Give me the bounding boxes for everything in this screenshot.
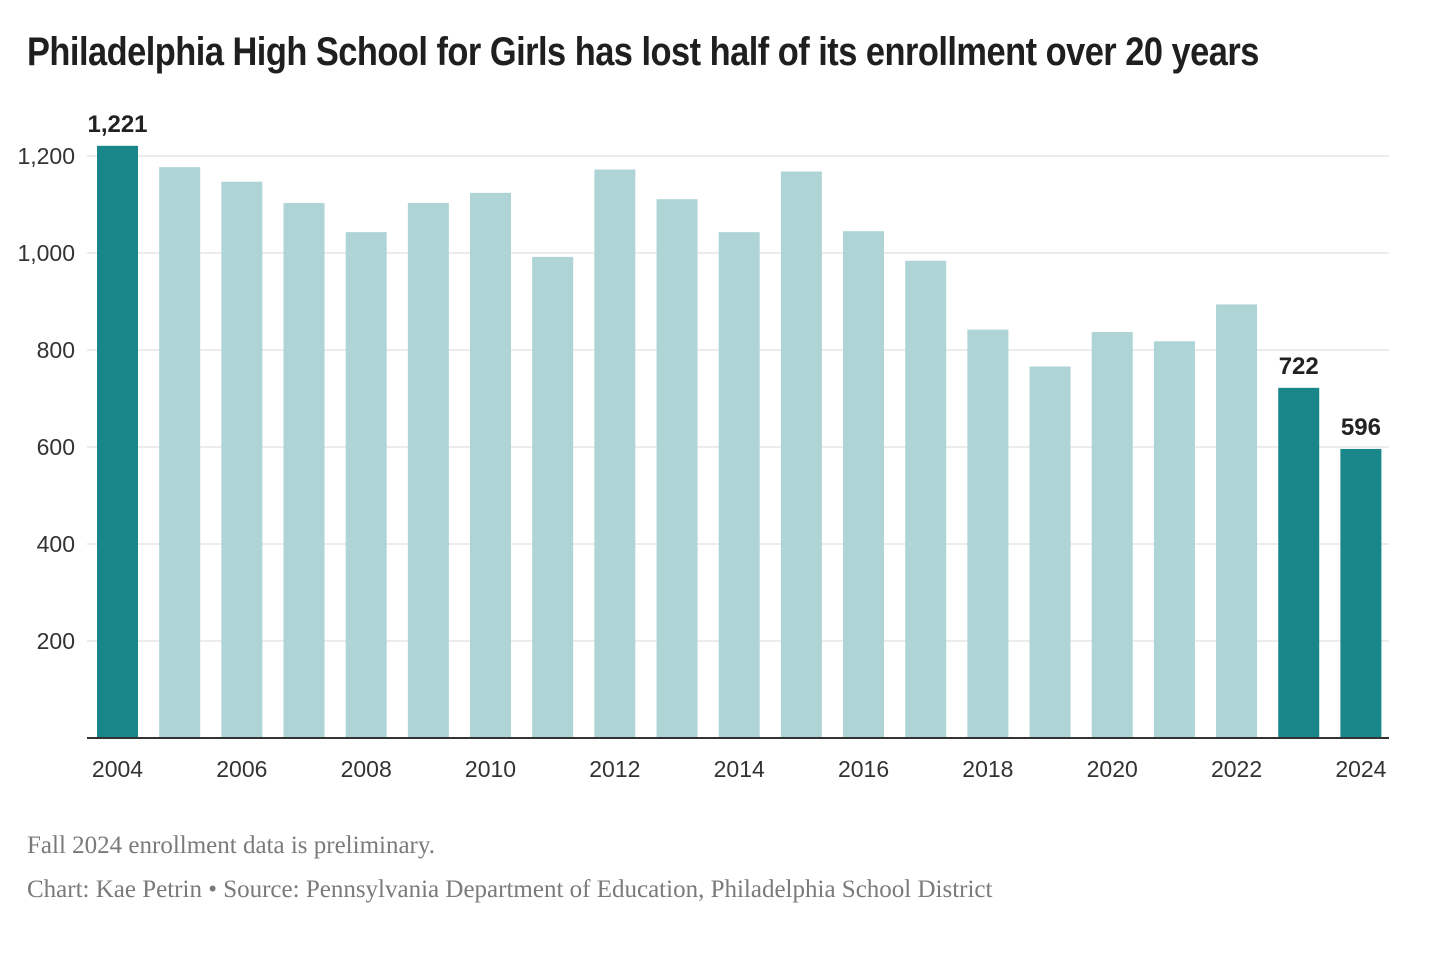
y-tick-label: 1,000 [17, 240, 75, 266]
x-tick-label: 2004 [92, 756, 143, 782]
bars [97, 145, 1382, 739]
bar-2020 [1091, 332, 1133, 738]
x-tick-label: 2020 [1087, 756, 1138, 782]
bar-2022 [1216, 304, 1258, 738]
y-tick-label: 1,200 [17, 143, 75, 169]
y-tick-label: 600 [37, 434, 75, 460]
data-label: 722 [1279, 353, 1319, 380]
y-tick-label: 800 [37, 337, 75, 363]
data-label: 1,221 [87, 111, 147, 138]
bar-2009 [407, 203, 449, 739]
x-tick-label: 2012 [589, 756, 640, 782]
bar-2015 [780, 171, 822, 738]
x-tick-label: 2006 [216, 756, 267, 782]
bar-2021 [1153, 341, 1195, 738]
bar-2024 [1340, 448, 1382, 738]
bar-2004 [97, 145, 138, 738]
x-tick-label: 2008 [341, 756, 392, 782]
bar-2019 [1029, 366, 1071, 738]
y-tick-label: 200 [37, 628, 75, 654]
x-tick-label: 2018 [962, 756, 1013, 782]
bar-2006 [221, 181, 263, 738]
data-label: 596 [1341, 414, 1381, 441]
bar-2017 [905, 260, 947, 738]
bar-2011 [532, 256, 574, 738]
bar-2007 [283, 203, 325, 739]
chart-title: Philadelphia High School for Girls has l… [27, 30, 1259, 74]
footnote-credit-source: Chart: Kae Petrin • Source: Pennsylvania… [27, 876, 993, 903]
y-axis-tick-labels: 200 400 600 800 1,000 1,200 [17, 143, 75, 654]
bar-2013 [656, 199, 698, 738]
bar-2014 [718, 232, 760, 738]
bar-2023 [1278, 387, 1320, 738]
bar-2018 [967, 329, 1009, 738]
bar-2012 [594, 169, 636, 738]
x-tick-label: 2016 [838, 756, 889, 782]
x-axis-tick-labels: 2004 2006 2008 2010 2012 2014 2016 2018 2020 2022… [92, 756, 1387, 782]
data-labels: 1,221 722 596 [87, 111, 1380, 441]
bar-2010 [470, 192, 512, 739]
x-tick-label: 2014 [714, 756, 765, 782]
x-tick-label: 2022 [1211, 756, 1262, 782]
bar-2016 [843, 231, 885, 739]
footnote-preliminary: Fall 2024 enrollment data is preliminary… [27, 832, 436, 859]
x-tick-label: 2024 [1335, 756, 1386, 782]
bar-2008 [345, 232, 387, 738]
y-tick-label: 400 [37, 531, 75, 557]
bar-2005 [159, 167, 201, 738]
x-tick-label: 2010 [465, 756, 516, 782]
